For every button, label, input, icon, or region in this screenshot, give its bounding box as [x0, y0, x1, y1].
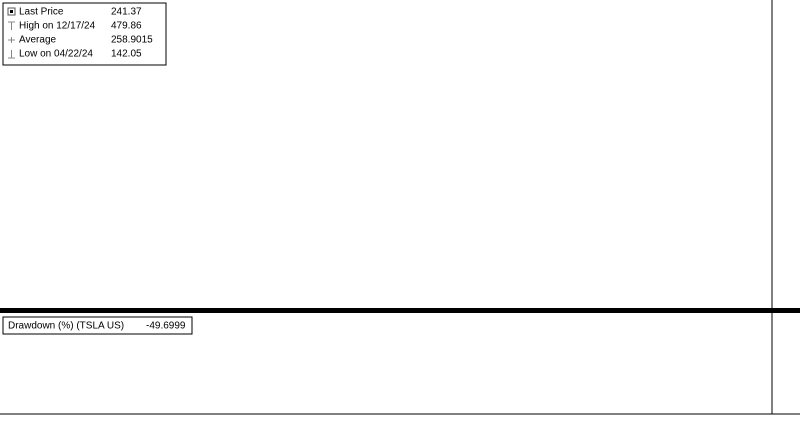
drawdown-legend: Drawdown (%) (TSLA US) -49.6999: [2, 316, 193, 335]
legend-label: Drawdown (%) (TSLA US): [8, 321, 124, 332]
legend-label: Low on 04/22/24: [19, 49, 93, 60]
legend-label: Last Price: [19, 7, 64, 18]
legend-box: [2, 2, 167, 66]
panel-separator: [0, 308, 800, 313]
legend-value: 241.37: [111, 7, 142, 18]
legend-value: 258.9015: [111, 35, 153, 46]
legend-icon: [8, 50, 15, 59]
legend-value: -49.6999: [146, 321, 186, 332]
legend-icon: [10, 10, 13, 13]
legend-label: Average: [19, 35, 57, 46]
price-legend: Last Price 241.37 High on 12/17/24 479.8…: [2, 2, 167, 66]
legend-box: [2, 316, 193, 335]
legend-value: 142.05: [111, 49, 142, 60]
legend-icon: [8, 21, 15, 30]
legend-label: High on 12/17/24: [19, 21, 96, 32]
legend-icon: [8, 37, 15, 43]
legend-value: 479.86: [111, 21, 142, 32]
legend-icon: [7, 7, 16, 16]
